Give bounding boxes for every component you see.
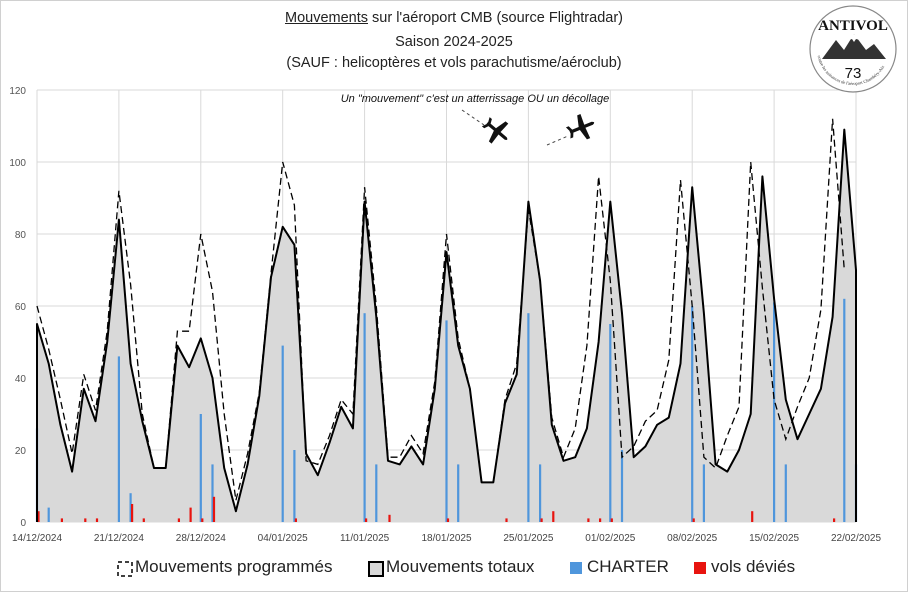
bar-charter: [527, 313, 530, 522]
bar-vols-devies: [201, 518, 204, 522]
x-tick-label: 14/12/2024: [12, 533, 62, 544]
x-tick-label: 22/02/2025: [831, 533, 881, 544]
y-tick-label: 0: [20, 518, 26, 529]
logo-number: 73: [845, 65, 862, 82]
x-tick-label: 01/02/2025: [585, 533, 635, 544]
y-tick-label: 80: [15, 230, 27, 241]
bar-vols-devies: [552, 511, 555, 522]
bar-charter: [129, 493, 132, 522]
bar-charter: [843, 298, 846, 522]
bar-charter: [293, 450, 296, 522]
legend-swatch-devies: [694, 562, 706, 574]
y-tick-label: 100: [9, 158, 26, 169]
legend-swatch-area: [368, 561, 384, 577]
bar-vols-devies: [131, 504, 134, 522]
x-tick-label: 04/01/2025: [258, 533, 308, 544]
bar-vols-devies: [540, 518, 543, 522]
bar-vols-devies: [95, 518, 99, 522]
y-tick-label: 20: [15, 446, 27, 457]
y-tick-label: 60: [15, 302, 27, 313]
y-tick-label: 120: [9, 86, 26, 97]
chart-title-line-3: (SAUF : helicoptères et vols parachutism…: [286, 55, 622, 71]
bar-charter: [211, 464, 214, 522]
chart-legend: Mouvements programmés Mouvements totaux …: [0, 557, 908, 581]
bar-charter: [375, 464, 378, 522]
x-tick-label: 28/12/2024: [176, 533, 226, 544]
bar-vols-devies: [189, 507, 192, 522]
bar-vols-devies: [60, 518, 63, 522]
bar-vols-devies: [212, 496, 216, 522]
landing-trail: [461, 109, 485, 126]
y-tick-label: 40: [15, 374, 27, 385]
bar-vols-devies: [84, 518, 87, 522]
line-mouvements-programmes: [36, 118, 845, 501]
chart-title-line-2: Saison 2024-2025: [395, 34, 513, 50]
bar-charter: [281, 345, 284, 522]
bar-charter: [457, 464, 460, 522]
legend-label-devies: vols déviés: [711, 557, 796, 576]
x-tick-label: 08/02/2025: [667, 533, 717, 544]
bar-vols-devies: [177, 518, 180, 522]
bar-charter: [773, 302, 776, 522]
bar-vols-devies: [294, 518, 297, 522]
bar-charter: [199, 414, 202, 522]
bar-vols-devies: [587, 518, 590, 522]
bar-vols-devies: [142, 518, 145, 522]
legend-swatch-dashed: [117, 561, 133, 577]
bar-charter: [117, 356, 120, 522]
bar-vols-devies: [599, 518, 602, 522]
bar-vols-devies: [365, 518, 368, 522]
bar-charter: [539, 464, 542, 522]
bar-charter: [363, 313, 366, 522]
bar-vols-devies: [692, 518, 695, 522]
legend-label-charter: CHARTER: [587, 557, 669, 576]
logo-title: ANTIVOL: [818, 18, 888, 34]
bar-vols-devies: [751, 511, 754, 522]
legend-label-programmes: Mouvements programmés: [135, 557, 333, 576]
x-tick-label: 25/01/2025: [503, 533, 553, 544]
bar-vols-devies: [388, 514, 391, 522]
bar-vols-devies: [610, 518, 613, 522]
bar-charter: [609, 324, 612, 522]
bar-vols-devies: [505, 518, 508, 522]
legend-swatch-charter: [570, 562, 582, 574]
chart-title-rest: sur l'aéroport CMB (source Flightradar): [368, 10, 623, 26]
bar-vols-devies: [446, 518, 450, 522]
bar-charter: [691, 306, 694, 522]
landing-plane-icon: [481, 117, 509, 144]
x-tick-label: 11/01/2025: [340, 533, 390, 544]
bar-vols-devies: [833, 518, 836, 522]
bar-charter: [702, 464, 705, 522]
x-tick-label: 15/02/2025: [749, 533, 799, 544]
bar-vols-devies: [37, 511, 40, 522]
bar-charter: [784, 464, 787, 522]
bar-charter: [620, 450, 624, 522]
annotation-text: Un "mouvement" c'est un atterrissage OU …: [341, 93, 610, 105]
bar-charter: [47, 507, 50, 522]
chart-title-line-1: Mouvements sur l'aéroport CMB (source Fl…: [0, 10, 908, 26]
legend-label-totaux: Mouvements totaux: [386, 557, 535, 576]
takeoff-trail: [546, 135, 569, 146]
x-tick-label: 18/01/2025: [421, 533, 471, 544]
x-tick-label: 21/12/2024: [94, 533, 144, 544]
chart-title-underlined: Mouvements: [284, 10, 368, 26]
antivol-logo: ANTIVOL 73 contre les nuisances de l'aér…: [809, 5, 897, 93]
takeoff-plane-icon: [565, 114, 595, 140]
bar-charter: [445, 320, 448, 522]
